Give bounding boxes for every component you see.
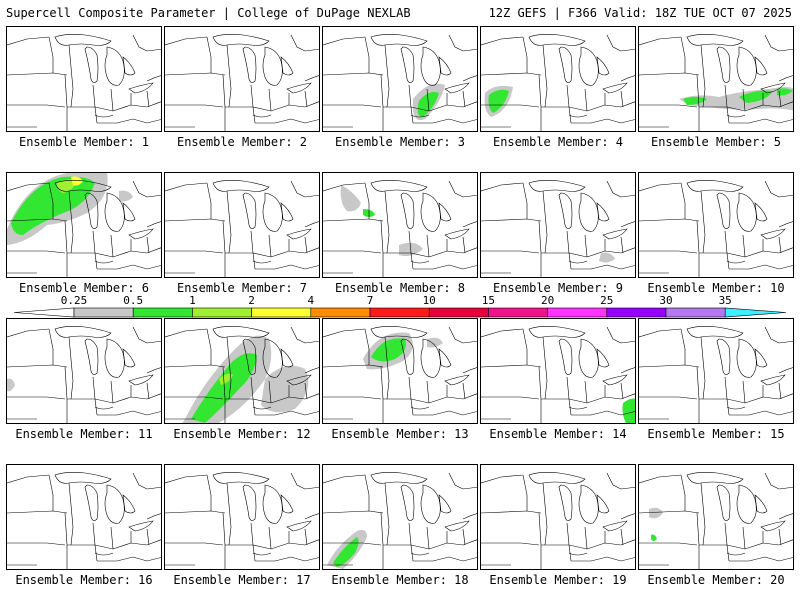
ensemble-panel <box>322 172 478 278</box>
panel-map <box>481 180 635 277</box>
ensemble-member-label: Ensemble Member: 4 <box>492 135 624 149</box>
ensemble-panel <box>480 318 636 424</box>
colorbar-tick-label: 30 <box>659 294 673 307</box>
panel-map <box>7 326 161 423</box>
colorbar-tick-label: 1 <box>189 294 196 307</box>
ensemble-member-label: Ensemble Member: 18 <box>331 573 469 587</box>
run-info: 12Z GEFS | F366 Valid: 18Z TUE OCT 07 20… <box>488 6 792 20</box>
ensemble-panel <box>6 172 162 278</box>
ensemble-panel <box>322 318 478 424</box>
ensemble-panel <box>164 318 320 424</box>
ensemble-panel <box>6 26 162 132</box>
panel-map <box>165 180 319 277</box>
panel-map <box>481 472 635 569</box>
ensemble-member-label: Ensemble Member: 15 <box>647 427 785 441</box>
panel-map <box>639 472 793 569</box>
ensemble-panel <box>638 318 794 424</box>
ensemble-member-label: Ensemble Member: 7 <box>176 281 308 295</box>
panel-map <box>639 326 793 423</box>
ensemble-panel <box>638 172 794 278</box>
ensemble-panel <box>480 464 636 570</box>
panel-map <box>7 173 161 277</box>
ensemble-member-label: Ensemble Member: 19 <box>489 573 627 587</box>
panel-map <box>481 326 635 423</box>
ensemble-member-label: Ensemble Member: 9 <box>492 281 624 295</box>
panel-map <box>7 472 161 569</box>
ensemble-panel <box>638 26 794 132</box>
ensemble-member-label: Ensemble Member: 14 <box>489 427 627 441</box>
colorbar-tick-label: 2 <box>248 294 255 307</box>
ensemble-member-label: Ensemble Member: 11 <box>15 427 153 441</box>
ensemble-member-label: Ensemble Member: 6 <box>18 281 150 295</box>
ensemble-member-label: Ensemble Member: 16 <box>15 573 153 587</box>
ensemble-member-label: Ensemble Member: 3 <box>334 135 466 149</box>
panel-map <box>165 472 319 569</box>
ensemble-member-label: Ensemble Member: 20 <box>647 573 785 587</box>
ensemble-member-label: Ensemble Member: 5 <box>650 135 782 149</box>
colorbar-tick-label: 20 <box>540 294 555 307</box>
ensemble-member-label: Ensemble Member: 8 <box>334 281 466 295</box>
ensemble-panel <box>480 26 636 132</box>
panel-map <box>323 180 477 277</box>
ensemble-panel <box>638 464 794 570</box>
colorbar-bar <box>13 307 787 318</box>
colorbar-tick-label: 35 <box>718 294 732 307</box>
ensemble-panel <box>164 26 320 132</box>
panel-map <box>165 34 319 131</box>
colorbar-tick-label: 15 <box>481 294 496 307</box>
panel-map <box>7 34 161 131</box>
panel-map <box>165 326 319 423</box>
ensemble-panel <box>322 464 478 570</box>
panel-map <box>639 180 793 277</box>
colorbar-tick-label: 0.25 <box>60 294 88 307</box>
panel-map <box>323 34 477 131</box>
ensemble-panel <box>6 318 162 424</box>
panel-map <box>481 34 635 131</box>
ensemble-member-label: Ensemble Member: 1 <box>18 135 150 149</box>
panel-map <box>323 326 477 423</box>
colorbar-tick-label: 7 <box>366 294 374 307</box>
ensemble-member-label: Ensemble Member: 12 <box>173 427 311 441</box>
ensemble-panel <box>164 464 320 570</box>
ensemble-member-label: Ensemble Member: 2 <box>176 135 308 149</box>
colorbar-tick-label: 25 <box>600 294 614 307</box>
colorbar-tick-label: 4 <box>307 294 315 307</box>
ensemble-panel <box>322 26 478 132</box>
ensemble-panel <box>480 172 636 278</box>
ensemble-member-label: Ensemble Member: 10 <box>647 281 785 295</box>
ensemble-panel <box>164 172 320 278</box>
ensemble-member-label: Ensemble Member: 17 <box>173 573 311 587</box>
panel-map <box>323 472 477 569</box>
colorbar-tick-label: 0.5 <box>123 294 144 307</box>
page-title: Supercell Composite Parameter | College … <box>6 6 411 20</box>
ensemble-member-label: Ensemble Member: 13 <box>331 427 469 441</box>
colorbar-tick-label: 10 <box>422 294 436 307</box>
panel-map <box>639 34 793 131</box>
ensemble-panel <box>6 464 162 570</box>
